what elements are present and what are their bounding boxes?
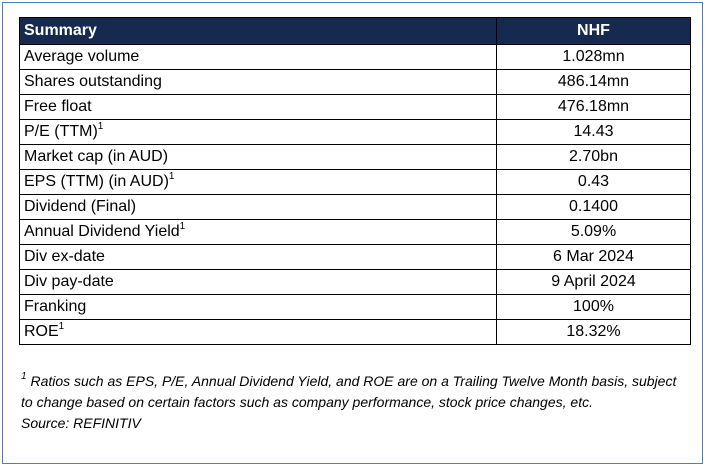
row-label: Div ex-date <box>19 244 497 270</box>
row-value: 2.70bn <box>496 144 691 170</box>
row-value: 486.14mn <box>496 69 691 95</box>
table-row: Div pay-date 9 April 2024 <box>19 269 691 295</box>
footnote-text-line: 1 Ratios such as EPS, P/E, Annual Divide… <box>21 371 681 413</box>
row-value: 5.09% <box>496 219 691 245</box>
table-row: Franking 100% <box>19 294 691 320</box>
row-value: 6 Mar 2024 <box>496 244 691 270</box>
table-row: Shares outstanding 486.14mn <box>19 69 691 95</box>
footnote-marker: 1 <box>97 120 104 132</box>
row-label-text: Shares outstanding <box>24 73 162 90</box>
table-row: Annual Dividend Yield1 5.09% <box>19 219 691 245</box>
table-row: Average volume 1.028mn <box>19 44 691 70</box>
row-label-text: Free float <box>24 98 92 115</box>
row-value: 0.43 <box>496 169 691 195</box>
row-label-text: Annual Dividend Yield <box>24 223 180 240</box>
row-label: Franking <box>19 294 497 320</box>
header-summary: Summary <box>19 17 497 45</box>
row-label-text: Franking <box>24 298 87 315</box>
footnote-marker: 1 <box>58 320 65 332</box>
table-row: Market cap (in AUD) 2.70bn <box>19 144 691 170</box>
row-label-text: Market cap (in AUD) <box>24 148 169 165</box>
row-value: 100% <box>496 294 691 320</box>
header-ticker: NHF <box>496 17 691 45</box>
row-label: ROE1 <box>19 319 497 345</box>
footnote: 1 Ratios such as EPS, P/E, Annual Divide… <box>21 371 681 434</box>
row-label: Free float <box>19 94 497 120</box>
summary-table: Summary NHF Average volume 1.028mn Share… <box>19 17 691 345</box>
row-value: 476.18mn <box>496 94 691 120</box>
table-row: P/E (TTM)1 14.43 <box>19 119 691 145</box>
footnote-source: Source: REFINITIV <box>21 415 141 431</box>
row-value: 0.1400 <box>496 194 691 220</box>
row-label: Market cap (in AUD) <box>19 144 497 170</box>
row-label-text: P/E (TTM) <box>24 123 98 140</box>
table-row: Dividend (Final) 0.1400 <box>19 194 691 220</box>
footnote-marker: 1 <box>168 170 175 182</box>
row-label-text: ROE <box>24 323 59 340</box>
footnote-marker: 1 <box>21 371 27 383</box>
row-label: EPS (TTM) (in AUD)1 <box>19 169 497 195</box>
row-label-text: Div pay-date <box>24 273 114 290</box>
row-label-text: Div ex-date <box>24 248 105 265</box>
row-label-text: Dividend (Final) <box>24 198 137 215</box>
table-row: ROE1 18.32% <box>19 319 691 345</box>
row-value: 9 April 2024 <box>496 269 691 295</box>
summary-panel: Summary NHF Average volume 1.028mn Share… <box>2 2 703 464</box>
table-row: EPS (TTM) (in AUD)1 0.43 <box>19 169 691 195</box>
row-label: Div pay-date <box>19 269 497 295</box>
row-value: 14.43 <box>496 119 691 145</box>
row-label: P/E (TTM)1 <box>19 119 497 145</box>
footnote-marker: 1 <box>179 220 186 232</box>
row-label-text: EPS (TTM) (in AUD) <box>24 173 169 190</box>
row-value: 18.32% <box>496 319 691 345</box>
row-label: Dividend (Final) <box>19 194 497 220</box>
table-row: Div ex-date 6 Mar 2024 <box>19 244 691 270</box>
row-label: Average volume <box>19 44 497 70</box>
table-header-row: Summary NHF <box>19 17 691 45</box>
table-row: Free float 476.18mn <box>19 94 691 120</box>
row-value: 1.028mn <box>496 44 691 70</box>
row-label: Annual Dividend Yield1 <box>19 219 497 245</box>
row-label-text: Average volume <box>24 48 140 65</box>
footnote-text: Ratios such as EPS, P/E, Annual Dividend… <box>21 373 677 410</box>
row-label: Shares outstanding <box>19 69 497 95</box>
